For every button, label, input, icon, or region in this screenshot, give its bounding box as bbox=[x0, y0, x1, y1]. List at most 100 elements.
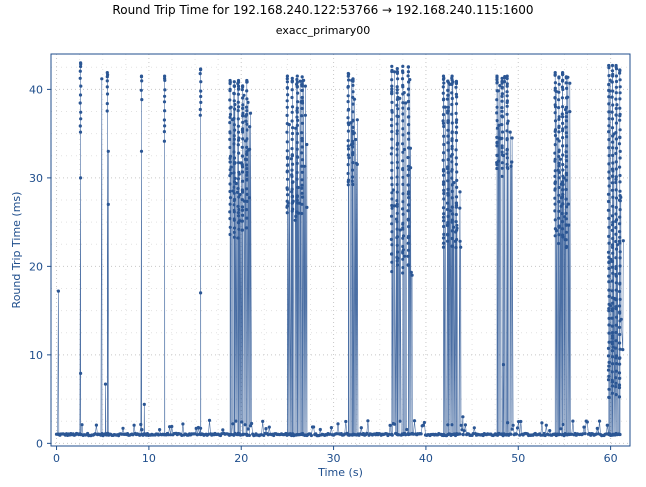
data-point bbox=[446, 128, 450, 132]
data-point bbox=[303, 84, 307, 88]
data-point bbox=[401, 106, 405, 110]
chart-subtitle: exacc_primary00 bbox=[275, 24, 371, 37]
data-point bbox=[495, 153, 499, 157]
data-point bbox=[614, 180, 618, 185]
data-point bbox=[240, 145, 244, 149]
data-point bbox=[450, 121, 454, 125]
data-point bbox=[568, 110, 572, 114]
data-point bbox=[198, 113, 202, 117]
data-point bbox=[390, 68, 394, 72]
data-point bbox=[351, 90, 355, 94]
data-point bbox=[300, 79, 304, 83]
data-point bbox=[389, 237, 393, 241]
data-point bbox=[606, 208, 611, 212]
data-point bbox=[78, 93, 83, 97]
data-point bbox=[248, 147, 252, 151]
data-point bbox=[229, 165, 233, 169]
data-point bbox=[618, 128, 622, 132]
data-point bbox=[607, 146, 611, 150]
data-point bbox=[285, 113, 289, 117]
data-point bbox=[442, 197, 446, 201]
data-point bbox=[295, 161, 299, 165]
data-point bbox=[618, 78, 622, 82]
data-point bbox=[395, 132, 399, 136]
data-point bbox=[607, 117, 611, 121]
data-point bbox=[442, 212, 446, 216]
data-point bbox=[285, 74, 289, 78]
data-point bbox=[392, 422, 397, 426]
data-point bbox=[450, 112, 454, 116]
data-point bbox=[450, 423, 454, 427]
data-point bbox=[618, 136, 622, 140]
data-point bbox=[228, 202, 232, 206]
data-point bbox=[228, 137, 232, 141]
data-point bbox=[610, 117, 615, 121]
data-point bbox=[241, 84, 245, 88]
data-point bbox=[561, 168, 565, 172]
data-point bbox=[497, 123, 501, 127]
data-point bbox=[618, 156, 622, 160]
data-point bbox=[237, 161, 241, 165]
data-point bbox=[244, 208, 248, 212]
data-point bbox=[565, 135, 569, 139]
data-point bbox=[607, 102, 611, 106]
data-point bbox=[132, 423, 136, 427]
data-point bbox=[446, 193, 450, 197]
data-point bbox=[346, 144, 350, 148]
data-point bbox=[611, 271, 615, 275]
data-point bbox=[390, 191, 394, 195]
data-point bbox=[105, 79, 109, 83]
data-point bbox=[614, 381, 618, 385]
data-point bbox=[245, 167, 249, 171]
data-point bbox=[199, 291, 203, 295]
data-point bbox=[610, 228, 615, 232]
y-tick-label: 10 bbox=[29, 349, 43, 362]
data-point bbox=[611, 251, 615, 255]
data-point bbox=[228, 160, 232, 164]
data-point bbox=[557, 139, 561, 143]
data-point bbox=[346, 139, 350, 143]
data-point bbox=[610, 214, 615, 218]
data-point bbox=[309, 433, 313, 438]
data-point bbox=[607, 280, 611, 284]
data-point bbox=[391, 188, 395, 192]
data-point bbox=[390, 123, 394, 128]
data-point bbox=[351, 168, 355, 172]
data-point bbox=[241, 137, 245, 141]
data-point bbox=[618, 310, 622, 314]
data-point bbox=[347, 156, 351, 160]
data-point bbox=[236, 236, 240, 240]
data-point bbox=[557, 241, 561, 246]
data-point bbox=[557, 200, 561, 204]
data-point bbox=[450, 130, 454, 134]
data-point bbox=[618, 165, 622, 169]
data-point bbox=[557, 209, 561, 213]
data-point bbox=[390, 176, 394, 180]
data-point bbox=[285, 149, 289, 153]
data-point bbox=[395, 220, 399, 224]
data-point bbox=[450, 244, 454, 248]
data-point bbox=[446, 179, 450, 183]
data-point bbox=[398, 228, 402, 232]
data-point bbox=[285, 177, 290, 181]
data-point bbox=[442, 151, 446, 155]
x-tick-label: 40 bbox=[419, 452, 433, 465]
data-point bbox=[232, 99, 236, 103]
data-point bbox=[232, 116, 236, 121]
data-point bbox=[244, 226, 249, 230]
data-point bbox=[441, 182, 446, 186]
data-point bbox=[236, 186, 240, 191]
data-point bbox=[401, 150, 405, 154]
data-point bbox=[94, 423, 98, 427]
data-point bbox=[446, 165, 450, 169]
data-point bbox=[395, 175, 399, 179]
data-point bbox=[232, 208, 236, 212]
data-point bbox=[395, 141, 400, 145]
data-point bbox=[300, 82, 304, 87]
data-point bbox=[390, 433, 394, 437]
data-point bbox=[106, 202, 110, 206]
data-point bbox=[390, 91, 394, 95]
data-point bbox=[561, 136, 565, 140]
data-point bbox=[607, 124, 611, 128]
data-point bbox=[238, 193, 242, 197]
